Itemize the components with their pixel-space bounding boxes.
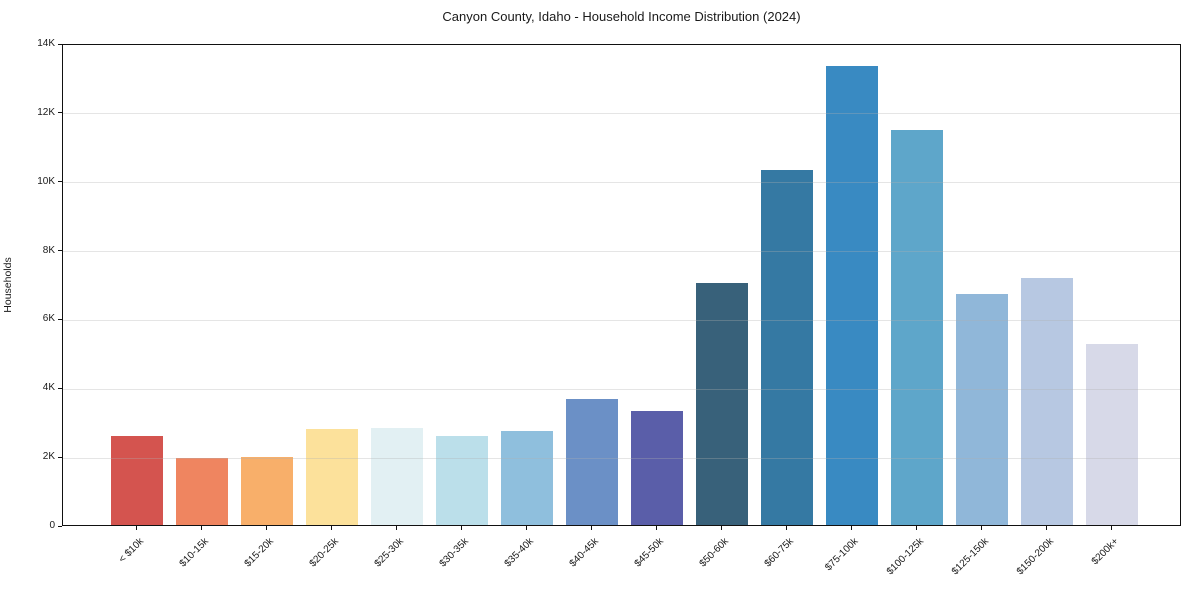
x-tick-mark [460,526,462,530]
y-tick-label: 8K [42,244,55,256]
x-tick-label: $15-20k [242,536,276,570]
bar-75-100k [826,66,878,525]
y-tick-mark [58,112,62,114]
x-tick-mark [655,526,657,530]
bar-150-200k [1021,277,1073,525]
y-tick-mark [58,318,62,320]
y-tick-mark [58,250,62,252]
y-tick-label: 2K [42,451,55,463]
y-tick-mark [58,525,62,527]
x-tick-mark [1110,526,1112,530]
y-tick-label: 0 [49,520,55,531]
x-tick-label: $125-150k [949,536,991,578]
x-tick-label: $50-60k [697,536,731,570]
bar-15-20k [241,457,293,525]
bar-20-25k [306,428,358,525]
bar-200k [1086,344,1138,525]
gridline [63,113,1180,115]
x-tick-label: < $10k [116,536,146,566]
x-tick-mark [590,526,592,530]
x-tick-mark [720,526,722,530]
x-tick-label: $100-125k [884,536,926,578]
y-tick-label: 6K [42,313,55,325]
gridline [63,251,1180,253]
y-tick-label: 12K [37,106,55,118]
x-tick-mark [200,526,202,530]
x-tick-label: $35-40k [502,536,536,570]
gridline [63,457,1180,459]
y-tick-mark [58,387,62,389]
gridline [63,388,1180,390]
x-tick-label: $40-45k [567,536,601,570]
y-tick-label: 10K [37,175,55,187]
gridline [63,319,1180,321]
x-tick-label: $75-100k [823,536,861,574]
y-tick-mark [58,43,62,45]
bar-30-35k [436,436,488,525]
bar-100-125k [891,129,943,525]
x-tick-label: $10-15k [177,536,211,570]
bar-10-15k [176,457,228,525]
x-tick-label: $20-25k [307,536,341,570]
bar-10k [111,435,163,525]
x-tick-mark [785,526,787,530]
plot-area [62,44,1181,526]
x-tick-label: $150-200k [1014,536,1056,578]
chart-title: Canyon County, Idaho - Household Income … [442,9,801,24]
x-tick-label: $200k+ [1089,536,1121,568]
y-tick-label: 14K [37,38,55,49]
x-tick-mark [915,526,917,530]
x-tick-mark [265,526,267,530]
x-tick-label: $30-35k [437,536,471,570]
bar-25-30k [371,427,423,525]
bar-45-50k [631,411,683,525]
y-tick-mark [58,456,62,458]
y-tick-label: 4K [42,382,55,394]
x-tick-mark [850,526,852,530]
x-tick-mark [395,526,397,530]
x-tick-label: $60-75k [762,536,796,570]
x-tick-mark [1045,526,1047,530]
x-tick-mark [980,526,982,530]
bar-35-40k [501,431,553,525]
bar-60-75k [761,169,813,525]
x-tick-mark [525,526,527,530]
x-tick-mark [330,526,332,530]
x-tick-label: $25-30k [372,536,406,570]
gridline [63,182,1180,184]
bar-125-150k [956,293,1008,525]
x-tick-mark [135,526,137,530]
y-tick-mark [58,181,62,183]
y-axis-label: Households [2,257,14,313]
bar-40-45k [566,399,618,525]
x-tick-label: $45-50k [632,536,666,570]
bar-50-60k [696,283,748,525]
